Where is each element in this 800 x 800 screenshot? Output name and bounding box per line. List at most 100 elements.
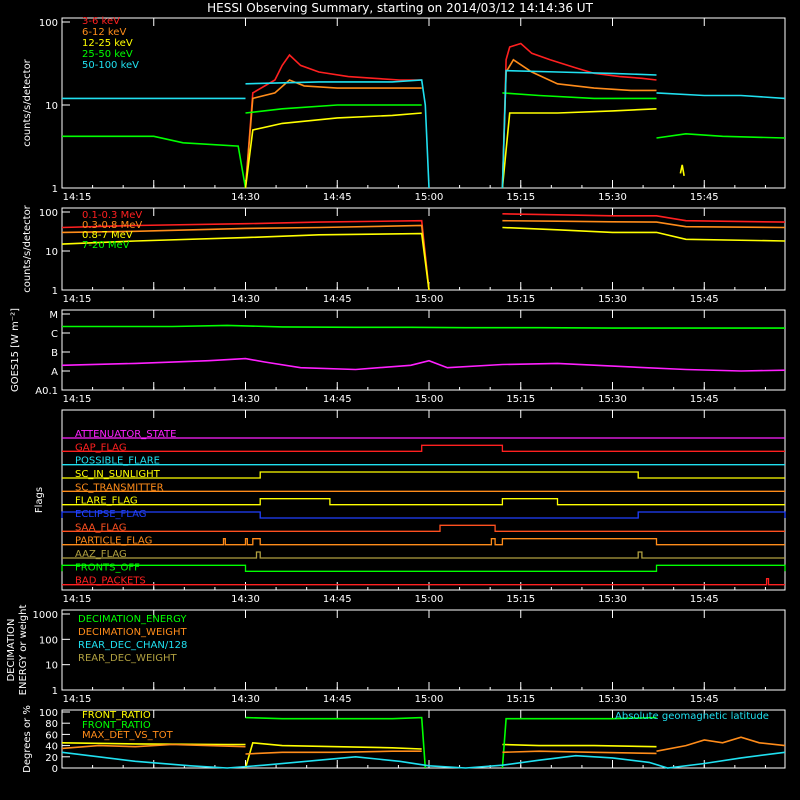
panel-4-ylabel-line1: DECIMATION: [6, 618, 17, 681]
panel-5-series-0-seg-1: [244, 741, 422, 769]
panel-1-series-1-seg-0: [61, 224, 430, 291]
flag-label-1: GAP_FLAG: [75, 442, 127, 453]
panel-2-ytick-label: B: [51, 348, 58, 359]
panel-2-time-label: 15:00: [415, 394, 444, 405]
panel-2-frame: [61, 309, 786, 391]
panel-0-series-0-seg-1: [501, 42, 657, 189]
flag-label-11: BAD_PACKETS: [75, 576, 146, 587]
panel-0-ytick-label: 100: [39, 18, 58, 29]
panel-5-series-2-seg-3: [656, 736, 786, 752]
panel-0-frame: [61, 17, 786, 189]
panel-2-series-0-seg-0: [62, 324, 785, 329]
panel-2-time-label: 14:30: [231, 394, 260, 405]
panel-4-ylabel-line2: ENERGY or weight: [18, 605, 29, 696]
panel-1-time-label: 15:30: [598, 294, 627, 305]
panel-1-time-label: 15:15: [506, 294, 535, 305]
flag-line-6: [61, 511, 786, 519]
panel-1-time-label: 14:15: [63, 294, 92, 305]
panel-0-series-2-seg-1: [245, 104, 422, 114]
panel-1-ytick-label: 10: [45, 247, 58, 258]
panel-0-time-label: 15:00: [415, 192, 444, 203]
panel-1-time-label: 14:45: [323, 294, 352, 305]
panel-0-time-label: 15:30: [598, 192, 627, 203]
panel-2-time-label: 15:15: [506, 394, 535, 405]
panel-0-legend-item: 3-6 keV: [82, 16, 120, 27]
panel-5-series-2-seg-1: [245, 750, 422, 755]
panel-4-legend-item: DECIMATION_ENERGY: [78, 614, 187, 625]
panel-4-legend-item: REAR_DEC_WEIGHT: [78, 653, 177, 664]
flag-label-4: SC_TRANSMITTER: [75, 482, 164, 493]
panel-0-legend-item: 25-50 keV: [82, 49, 133, 60]
panel-1-legend-item: 0.8-7 MeV: [82, 230, 133, 241]
panel-2-series-1-seg-0: [61, 357, 786, 372]
panel-0-legend-item: 50-100 keV: [82, 60, 139, 71]
panel-1-ytick-label: 100: [39, 208, 58, 219]
panel-5-legend-item: MAX_DET_VS_TOT: [82, 730, 174, 741]
panel-1-legend-item: 7-20 MeV: [82, 240, 130, 251]
panel-0-time-label: 14:30: [231, 192, 260, 203]
figure-title: HESSI Observing Summary, starting on 201…: [207, 1, 593, 15]
flag-line-7: [62, 524, 785, 532]
panel-1-ylabel: counts/s/detector: [22, 204, 33, 292]
panel-1-time-label: 15:45: [690, 294, 719, 305]
panel-4-ytick-label: 10: [45, 661, 58, 672]
panel-0-series-2-seg-0: [62, 135, 247, 189]
panel-1-series-2-seg-1: [502, 226, 786, 242]
panel-0-legend-item: 6-12 keV: [82, 27, 126, 38]
panel-1-time-label: 14:30: [231, 294, 260, 305]
panel-2-ylabel: GOES15 [W m⁻²]: [10, 308, 21, 392]
panel-0-time-label: 14:15: [63, 192, 92, 203]
panel-1-series-0-seg-1: [502, 213, 786, 223]
panel-5-series-2-seg-0: [61, 743, 246, 750]
panel-5-series-2-seg-2: [502, 750, 657, 755]
panel-3-time-label: 15:30: [598, 594, 627, 605]
flag-label-8: PARTICLE_FLAG: [75, 536, 152, 547]
panel-1-legend-item: 0.3-0.8 MeV: [82, 220, 142, 231]
panel-0-series-3-seg-2: [679, 164, 685, 177]
flag-label-7: SAA_FLAG: [75, 522, 126, 533]
panel-4-legend-item: DECIMATION_WEIGHT: [78, 627, 187, 638]
flag-label-6: ECLIPSE_FLAG: [75, 509, 146, 520]
panel-0-series-3-seg-0: [244, 112, 422, 189]
panel-5-ytick-label: 100: [39, 708, 58, 719]
panel-5-series-1-seg-0: [245, 716, 427, 769]
flag-label-0: ATTENUATOR_STATE: [75, 429, 176, 440]
panel-2-time-label: 15:45: [690, 394, 719, 405]
panel-0-time-label: 15:45: [690, 192, 719, 203]
panel-5-ytick-label: 60: [45, 730, 58, 741]
panel-0-time-label: 14:45: [323, 192, 352, 203]
panel-5-ylabel: Degrees or %: [22, 705, 33, 773]
panel-4-time-label: 14:15: [63, 694, 92, 705]
panel-2-ytick-label: M: [49, 310, 58, 321]
panel-5-annotation: Absolute geomagnetic latitude: [615, 711, 769, 722]
panel-3-time-label: 14:30: [231, 594, 260, 605]
flag-line-8: [62, 538, 785, 546]
panel-0-ylabel: counts/s/detector: [22, 58, 33, 146]
panel-1-ytick-label: 1: [52, 286, 58, 297]
panel-4-time-label: 15:15: [506, 694, 535, 705]
panel-2-ytick-label: A0.1: [35, 386, 58, 397]
panel-0-series-4-seg-2: [501, 69, 657, 189]
flag-label-3: SC_IN_SUNLIGHT: [75, 469, 161, 480]
panel-4-time-label: 14:30: [231, 694, 260, 705]
panel-3-time-label: 15:00: [415, 594, 444, 605]
panel-4-time-label: 14:45: [323, 694, 352, 705]
panel-5-legend-item: FRONT_RATIO: [82, 710, 151, 721]
panel-3-ylabel: Flags: [34, 487, 45, 513]
panel-0-series-4-seg-1: [245, 79, 430, 189]
flag-label-9: AAZ_FLAG: [75, 549, 127, 560]
flag-label-2: POSSIBLE_FLARE: [75, 456, 160, 467]
panel-3-time-label: 15:45: [690, 594, 719, 605]
panel-4-ytick-label: 1: [52, 686, 58, 697]
flag-line-10: [61, 564, 786, 572]
panel-5-ytick-label: 80: [45, 719, 58, 730]
panel-0-series-3-seg-1: [501, 108, 657, 189]
panel-2-ytick-label: A: [51, 367, 58, 378]
panel-4-time-label: 15:30: [598, 694, 627, 705]
panel-3-time-label: 14:15: [63, 594, 92, 605]
flag-line-11: [62, 578, 785, 586]
panel-2-time-label: 14:15: [63, 394, 92, 405]
flag-label-5: FLARE_FLAG: [75, 496, 138, 507]
panel-4-time-label: 15:45: [690, 694, 719, 705]
